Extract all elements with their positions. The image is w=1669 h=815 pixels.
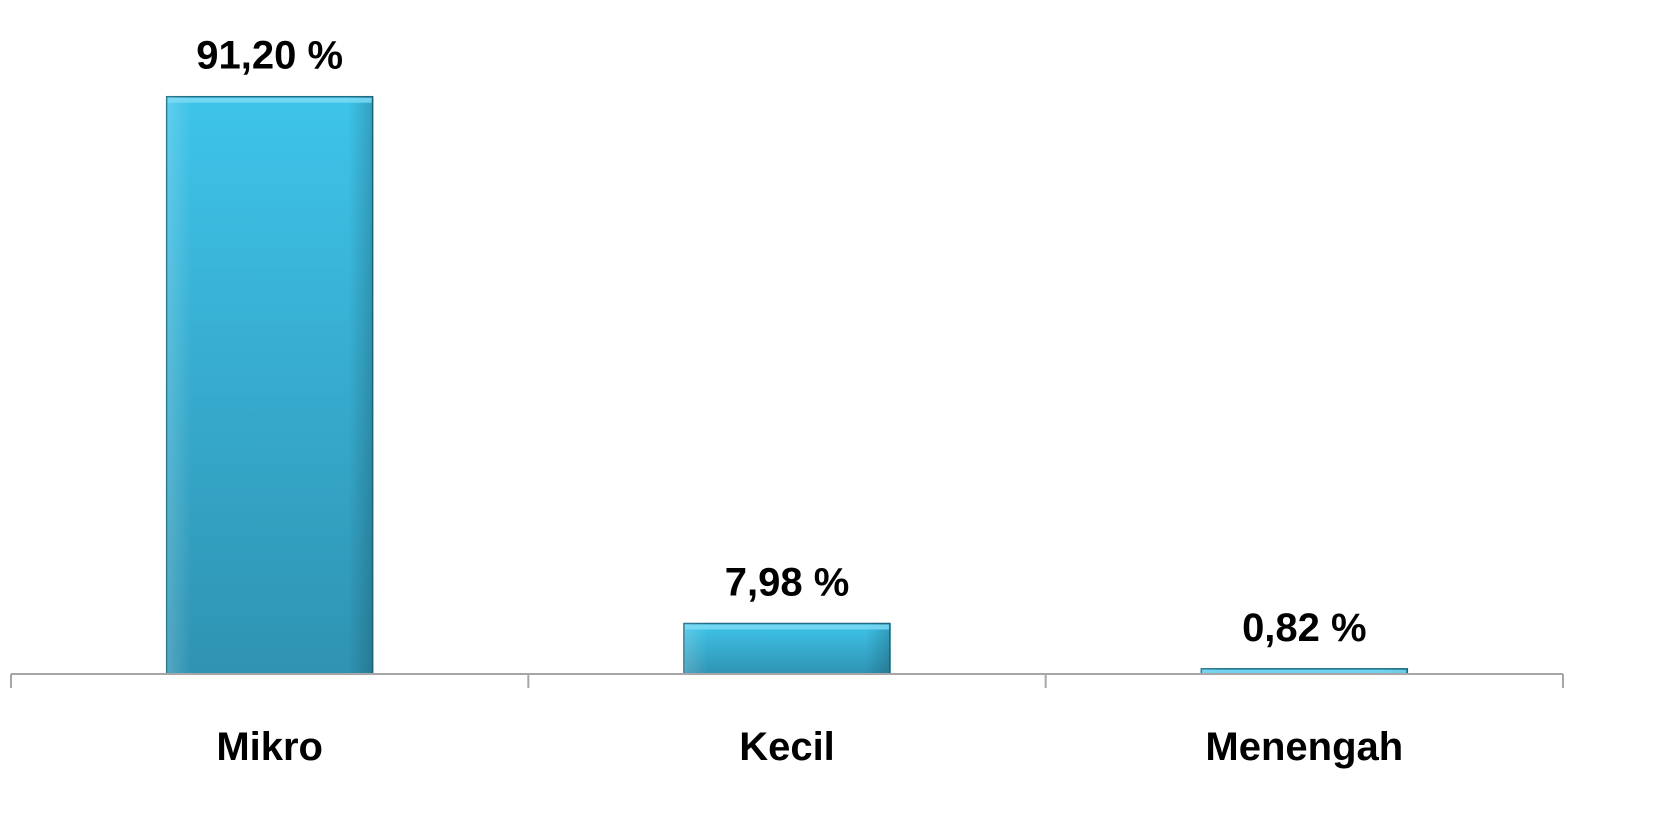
bar-highlight bbox=[685, 624, 889, 630]
bar-shading bbox=[684, 623, 890, 674]
data-label-kecil: 7,98 % bbox=[725, 560, 850, 604]
bar-highlight bbox=[167, 97, 372, 103]
bar-mikro bbox=[165, 95, 374, 675]
bar-shading bbox=[166, 96, 373, 675]
category-label-menengah: Menengah bbox=[1205, 725, 1403, 769]
bar-kecil bbox=[683, 622, 891, 675]
bar-highlight bbox=[1202, 669, 1407, 675]
data-label-mikro: 91,20 % bbox=[196, 34, 343, 78]
x-axis bbox=[10, 673, 1564, 688]
category-label-kecil: Kecil bbox=[739, 725, 835, 769]
data-label-menengah: 0,82 % bbox=[1242, 606, 1367, 650]
labels: 91,20 % Mikro 7,98 % Kecil 0,82 % Menengah bbox=[196, 34, 1403, 769]
category-label-mikro: Mikro bbox=[216, 725, 323, 769]
bars bbox=[165, 95, 1409, 675]
